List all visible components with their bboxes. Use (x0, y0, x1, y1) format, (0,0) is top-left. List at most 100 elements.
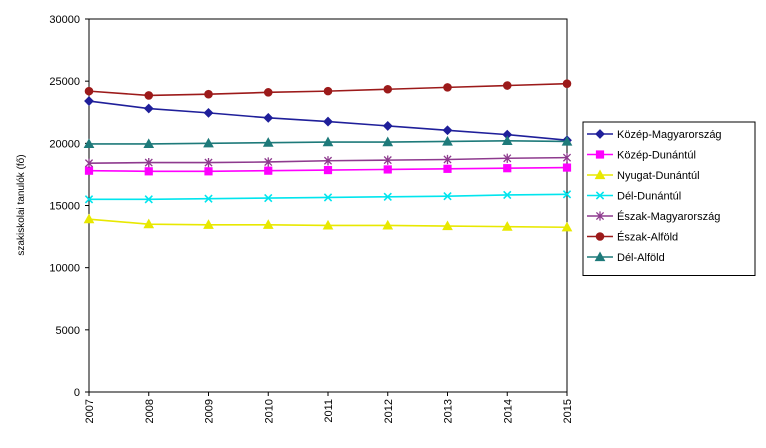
data-point (443, 154, 452, 165)
data-point (84, 96, 94, 106)
legend-item: Közép-Magyarország (587, 129, 722, 141)
x-tick-label: 2010 (263, 399, 275, 423)
data-point (382, 136, 394, 147)
data-point (262, 219, 274, 229)
data-point (84, 195, 94, 204)
data-point (562, 153, 572, 163)
data-point (322, 136, 334, 147)
data-point (264, 157, 273, 167)
legend-box (582, 121, 756, 276)
data-point (562, 190, 572, 199)
legend-marker (595, 232, 605, 241)
y-axis: 0 5000 10000 15000 20000 25000 30000 (49, 14, 89, 399)
data-point (323, 86, 333, 96)
data-point (383, 155, 392, 165)
series-layer (83, 79, 573, 232)
data-point (562, 163, 572, 172)
data-point (144, 195, 153, 204)
series-5 (84, 79, 572, 100)
series-1 (84, 163, 572, 176)
legend-marker (595, 191, 605, 200)
legend-label: Dél-Dunántúl (617, 191, 681, 203)
data-point (323, 116, 333, 127)
data-point (501, 135, 513, 145)
legend-label: Nyugat-Dunántúl (617, 170, 700, 182)
x-tick-label: 2014 (502, 399, 514, 423)
data-point (83, 213, 95, 224)
legend-item: Nyugat-Dunántúl (587, 169, 700, 182)
legend-item: Észak-Magyarország (587, 210, 720, 223)
data-point (263, 112, 274, 123)
x-tick-label: 2012 (383, 399, 395, 423)
data-point (442, 220, 453, 231)
y-tick-label: 10000 (49, 263, 80, 275)
series-6 (83, 135, 573, 149)
data-point (83, 138, 95, 149)
y-tick-label: 20000 (49, 138, 80, 150)
data-point (264, 193, 273, 203)
x-tick-label: 2007 (84, 399, 96, 423)
y-axis-label: szakiskolai tanulók (fő) (16, 154, 27, 255)
data-point (322, 219, 334, 230)
x-tick-label: 2011 (323, 399, 335, 423)
data-point (143, 103, 154, 114)
series-3 (84, 190, 572, 204)
data-point (84, 86, 94, 96)
data-point (203, 137, 214, 148)
data-point (262, 137, 274, 147)
data-point (203, 219, 214, 229)
data-point (144, 167, 153, 176)
data-point (561, 135, 573, 146)
legend-label: Közép-Magyarország (617, 129, 722, 141)
series-2 (83, 213, 573, 232)
x-tick-label: 2013 (443, 399, 455, 423)
data-point (263, 88, 273, 97)
legend-marker (595, 129, 605, 139)
legend-marker (595, 211, 605, 221)
data-point (144, 91, 154, 100)
data-point (383, 165, 392, 174)
data-point (443, 164, 452, 173)
x-axis: 2007 2008 2009 2010 2011 2012 2013 2014 2015 (84, 392, 574, 423)
data-point (204, 158, 213, 168)
legend-label: Észak-Magyarország (617, 210, 720, 223)
plot-area (88, 18, 568, 393)
legend-label: Közép-Dunántúl (617, 150, 696, 162)
data-point (503, 190, 512, 200)
data-point (442, 125, 453, 136)
data-point (323, 193, 333, 202)
data-point (383, 192, 392, 201)
legend-marker (594, 169, 606, 180)
data-point (204, 89, 213, 99)
data-point (503, 153, 512, 163)
data-point (443, 192, 452, 201)
data-point (204, 194, 213, 203)
legend-item: Észak-Alföld (587, 231, 678, 244)
y-tick-label: 5000 (56, 325, 80, 337)
data-point (323, 165, 333, 175)
legend-item: Közép-Dunántúl (587, 150, 696, 162)
legend-label: Észak-Alföld (617, 231, 678, 244)
y-tick-label: 25000 (49, 76, 80, 88)
legend-item: Dél-Alföld (587, 251, 665, 264)
data-point (383, 84, 393, 94)
data-point (84, 158, 94, 168)
y-tick-label: 15000 (49, 201, 80, 213)
legend-marker (595, 150, 605, 159)
legend-label: Dél-Alföld (617, 252, 665, 264)
legend-marker (594, 251, 606, 262)
x-tick-label: 2008 (144, 399, 156, 423)
data-point (503, 164, 512, 173)
y-tick-label: 0 (74, 387, 80, 399)
data-point (203, 107, 214, 118)
data-point (144, 158, 153, 168)
x-tick-label: 2015 (562, 399, 574, 423)
data-point (143, 138, 155, 149)
data-point (204, 167, 213, 176)
data-point (264, 166, 273, 175)
data-point (562, 79, 572, 88)
data-point (561, 221, 573, 232)
x-tick-label: 2009 (204, 399, 216, 423)
